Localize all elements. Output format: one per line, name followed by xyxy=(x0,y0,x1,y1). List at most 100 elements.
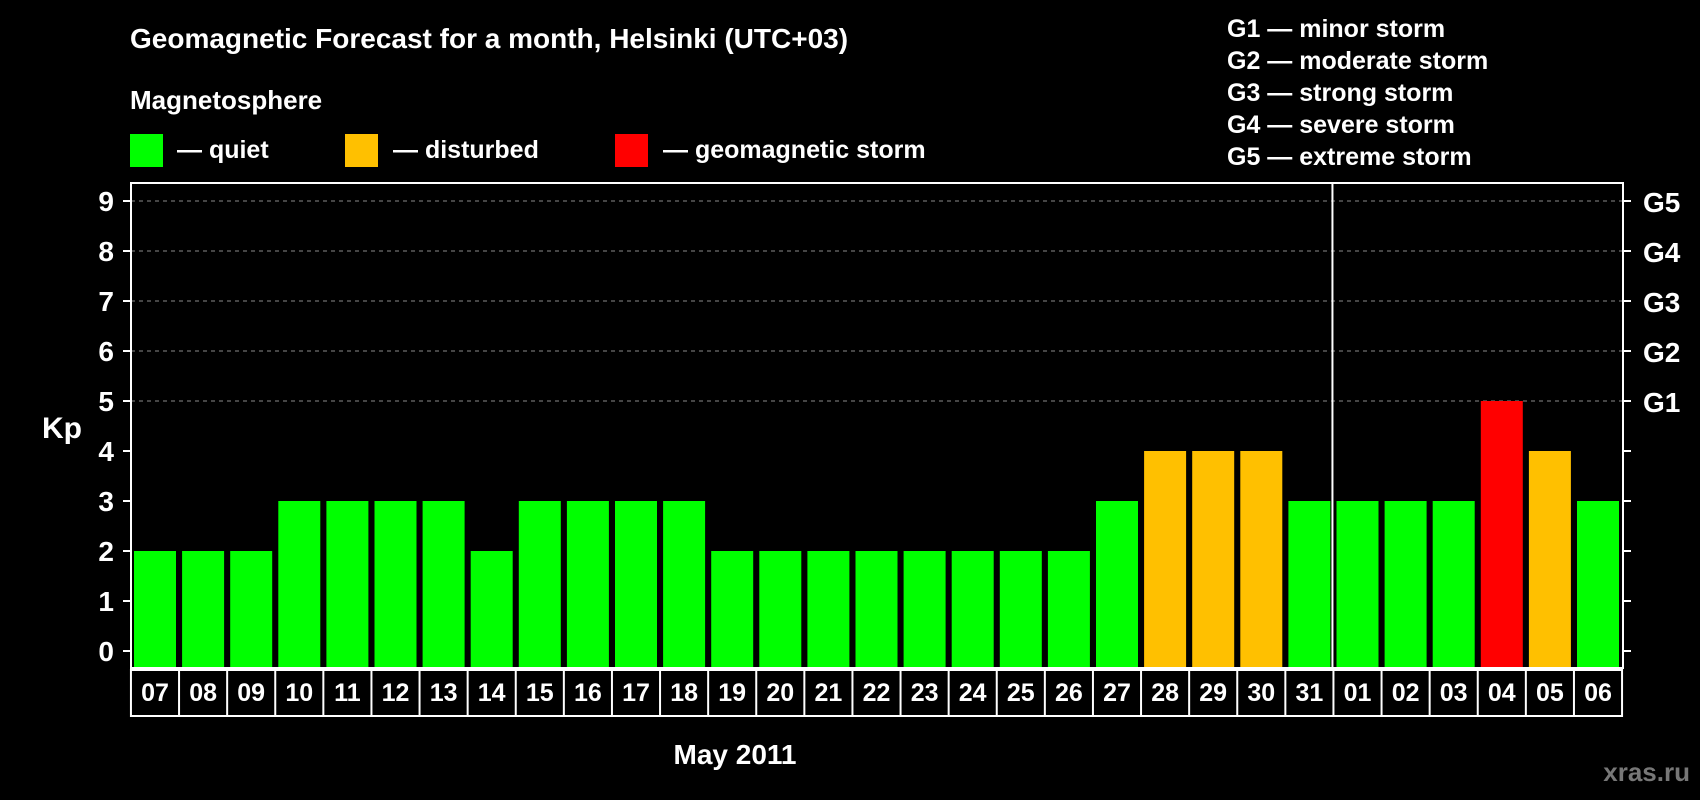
y-tick-label-7: 7 xyxy=(98,286,114,317)
y-tick-label-5: 5 xyxy=(98,386,114,417)
y-tick-label-9: 9 xyxy=(98,186,114,217)
x-category-label-12: 12 xyxy=(382,679,410,707)
x-category-labels: 07 08 09 10 11 12 13 14 15 16 17 18 19 20 21 22 23 24 25 26… xyxy=(129,669,1624,717)
grid-lines xyxy=(131,200,1623,402)
y-tick-label-3: 3 xyxy=(98,486,114,517)
watermark: xras.ru xyxy=(1603,757,1690,787)
y-tick-label-4: 4 xyxy=(98,436,114,467)
bar-31 xyxy=(1288,501,1331,668)
x-category-label-03: 03 xyxy=(1440,679,1468,707)
x-category-label-26: 26 xyxy=(1055,679,1083,707)
legend-quiet-swatch xyxy=(130,134,163,167)
x-category-label-21: 21 xyxy=(814,679,842,707)
right-tick-label-g2: G2 xyxy=(1643,337,1680,368)
bar-15 xyxy=(518,501,561,668)
storm-scale-g4: G4 — severe storm xyxy=(1227,111,1455,139)
bar-series xyxy=(134,401,1619,668)
category-box-frame xyxy=(129,669,1624,717)
bar-19 xyxy=(711,551,754,668)
storm-scale-g5: G5 — extreme storm xyxy=(1227,143,1472,171)
y-tick-label-2: 2 xyxy=(98,536,114,567)
x-category-label-16: 16 xyxy=(574,679,602,707)
x-category-label-15: 15 xyxy=(526,679,554,707)
bar-30 xyxy=(1240,451,1283,668)
bar-09 xyxy=(230,551,273,668)
x-category-label-09: 09 xyxy=(237,679,265,707)
storm-scale-g2: G2 — moderate storm xyxy=(1227,47,1488,75)
x-category-label-08: 08 xyxy=(189,679,217,707)
x-category-label-22: 22 xyxy=(863,679,891,707)
x-category-label-06: 06 xyxy=(1584,679,1612,707)
bar-17 xyxy=(615,501,657,668)
x-axis-label: May 2011 xyxy=(674,739,797,770)
right-tick-labels: G1 G2 G3 G4 G5 xyxy=(1643,187,1681,418)
x-category-label-01: 01 xyxy=(1344,679,1372,707)
legend-storm-label: — geomagnetic storm xyxy=(663,136,926,164)
x-category-label-31: 31 xyxy=(1295,679,1323,707)
bar-29 xyxy=(1192,451,1235,668)
right-tick-label-g5: G5 xyxy=(1643,187,1680,218)
y-tick-labels: 0 1 2 3 4 5 6 7 8 9 xyxy=(98,186,114,667)
plot-frame xyxy=(130,182,1624,669)
bar-16 xyxy=(566,501,609,668)
legend-disturbed-label: — disturbed xyxy=(393,136,539,164)
x-category-label-19: 19 xyxy=(718,679,746,707)
bar-04 xyxy=(1480,401,1523,668)
x-category-label-02: 02 xyxy=(1392,679,1420,707)
chart-title: Geomagnetic Forecast for a month, Helsin… xyxy=(130,23,848,54)
x-category-label-23: 23 xyxy=(911,679,939,707)
x-category-label-30: 30 xyxy=(1247,679,1275,707)
bar-01 xyxy=(1336,501,1379,668)
x-category-label-29: 29 xyxy=(1199,679,1227,707)
bar-20 xyxy=(759,551,802,668)
bar-23 xyxy=(903,551,946,668)
x-category-label-18: 18 xyxy=(670,679,698,707)
bar-11 xyxy=(326,501,369,668)
bar-25 xyxy=(999,551,1042,668)
x-category-label-04: 04 xyxy=(1488,679,1516,707)
legend-storm-swatch xyxy=(615,134,648,167)
x-category-label-13: 13 xyxy=(430,679,458,707)
x-category-label-10: 10 xyxy=(285,679,313,707)
storm-scale-g1: G1 — minor storm xyxy=(1227,15,1445,43)
legend-quiet-label: — quiet xyxy=(177,136,269,164)
right-tick-label-g4: G4 xyxy=(1643,237,1681,268)
x-category-label-27: 27 xyxy=(1103,679,1131,707)
x-category-label-25: 25 xyxy=(1007,679,1035,707)
bar-07 xyxy=(134,551,176,668)
bar-13 xyxy=(422,501,465,668)
bar-24 xyxy=(951,551,994,668)
bar-18 xyxy=(663,501,706,668)
bar-05 xyxy=(1528,451,1571,668)
x-category-label-05: 05 xyxy=(1536,679,1564,707)
axes xyxy=(123,182,1631,669)
right-tick-label-g3: G3 xyxy=(1643,287,1680,318)
bar-02 xyxy=(1384,501,1427,668)
y-axis-label: Kp xyxy=(42,412,82,445)
storm-scale-g3: G3 — strong storm xyxy=(1227,79,1453,107)
x-category-label-20: 20 xyxy=(766,679,794,707)
bar-03 xyxy=(1432,501,1475,668)
legend-section-title: Magnetosphere xyxy=(130,85,322,115)
x-category-label-14: 14 xyxy=(478,679,506,707)
bar-10 xyxy=(278,501,321,668)
right-tick-label-g1: G1 xyxy=(1643,387,1680,418)
x-category-label-11: 11 xyxy=(334,679,361,707)
bar-26 xyxy=(1047,551,1090,668)
bar-08 xyxy=(182,551,225,668)
bar-12 xyxy=(374,501,417,668)
bar-27 xyxy=(1096,501,1138,668)
bar-14 xyxy=(470,551,513,668)
x-category-label-28: 28 xyxy=(1151,679,1179,707)
x-category-label-24: 24 xyxy=(959,679,987,707)
y-tick-label-6: 6 xyxy=(98,336,114,367)
bar-28 xyxy=(1144,451,1187,668)
y-tick-label-8: 8 xyxy=(98,236,114,267)
bar-21 xyxy=(807,551,850,668)
y-tick-label-1: 1 xyxy=(98,586,114,617)
y-tick-label-0: 0 xyxy=(98,636,114,667)
bar-22 xyxy=(855,551,898,668)
legend-disturbed-swatch xyxy=(345,134,378,167)
bar-06 xyxy=(1577,501,1619,668)
